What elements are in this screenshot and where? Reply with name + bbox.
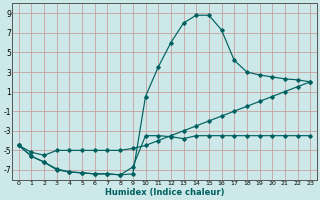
X-axis label: Humidex (Indice chaleur): Humidex (Indice chaleur) xyxy=(105,188,224,197)
